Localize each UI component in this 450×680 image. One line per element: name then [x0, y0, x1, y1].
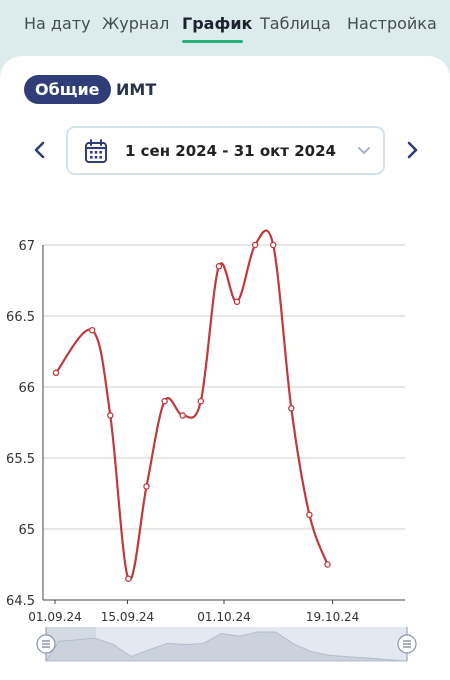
segment-bmi[interactable]: ИМТ [116, 80, 157, 99]
tab-settings[interactable]: Настройка [347, 14, 437, 33]
chevron-left-icon [34, 141, 45, 159]
data-point [52, 369, 60, 377]
x-tick-label: 01.10.24 [197, 610, 250, 624]
zoom-handle-right[interactable] [397, 634, 417, 654]
chevron-down-icon [358, 147, 370, 154]
data-point [251, 241, 259, 249]
data-point [143, 483, 150, 490]
chevron-right-icon [407, 141, 418, 159]
data-point [233, 298, 241, 306]
data-point [161, 397, 168, 405]
zoom-mini-series [45, 631, 408, 662]
top-tab-bar: На дату Журнал График Таблица Настройка [0, 0, 450, 56]
tab-chart[interactable]: График [182, 14, 253, 33]
x-tick-label: 19.10.24 [306, 610, 359, 624]
data-point [306, 511, 313, 519]
tab-table[interactable]: Таблица [260, 14, 331, 33]
data-point [107, 412, 114, 419]
date-range-label: 1 сен 2024 - 31 окт 2024 [125, 142, 336, 160]
y-tick-label: 66.5 [6, 310, 35, 325]
tab-journal[interactable]: Журнал [102, 14, 170, 33]
calendar-icon [85, 139, 107, 163]
data-point [215, 263, 223, 270]
active-tab-indicator [182, 40, 243, 43]
data-point [288, 405, 295, 412]
data-point [197, 397, 205, 405]
y-tick-label: 67 [18, 239, 35, 254]
next-period-button[interactable] [400, 138, 424, 162]
y-tick-label: 65 [18, 523, 35, 538]
data-point [324, 561, 331, 568]
y-tick-label: 65.5 [6, 452, 35, 467]
zoom-handle-left[interactable] [36, 634, 56, 654]
tab-on-date[interactable]: На дату [24, 14, 91, 33]
y-tick-label: 64.5 [6, 594, 35, 609]
data-point [179, 412, 186, 419]
series-line [55, 229, 329, 581]
date-range-selector[interactable]: 1 сен 2024 - 31 окт 2024 [66, 126, 385, 175]
x-tick-label: 01.09.24 [28, 610, 81, 624]
data-point [269, 241, 277, 249]
segment-general[interactable]: Общие [24, 75, 111, 104]
y-tick-label: 66 [18, 381, 35, 396]
data-point [88, 326, 96, 334]
x-tick-label: 15.09.24 [101, 610, 154, 624]
prev-period-button[interactable] [28, 138, 52, 162]
data-point [125, 575, 132, 582]
